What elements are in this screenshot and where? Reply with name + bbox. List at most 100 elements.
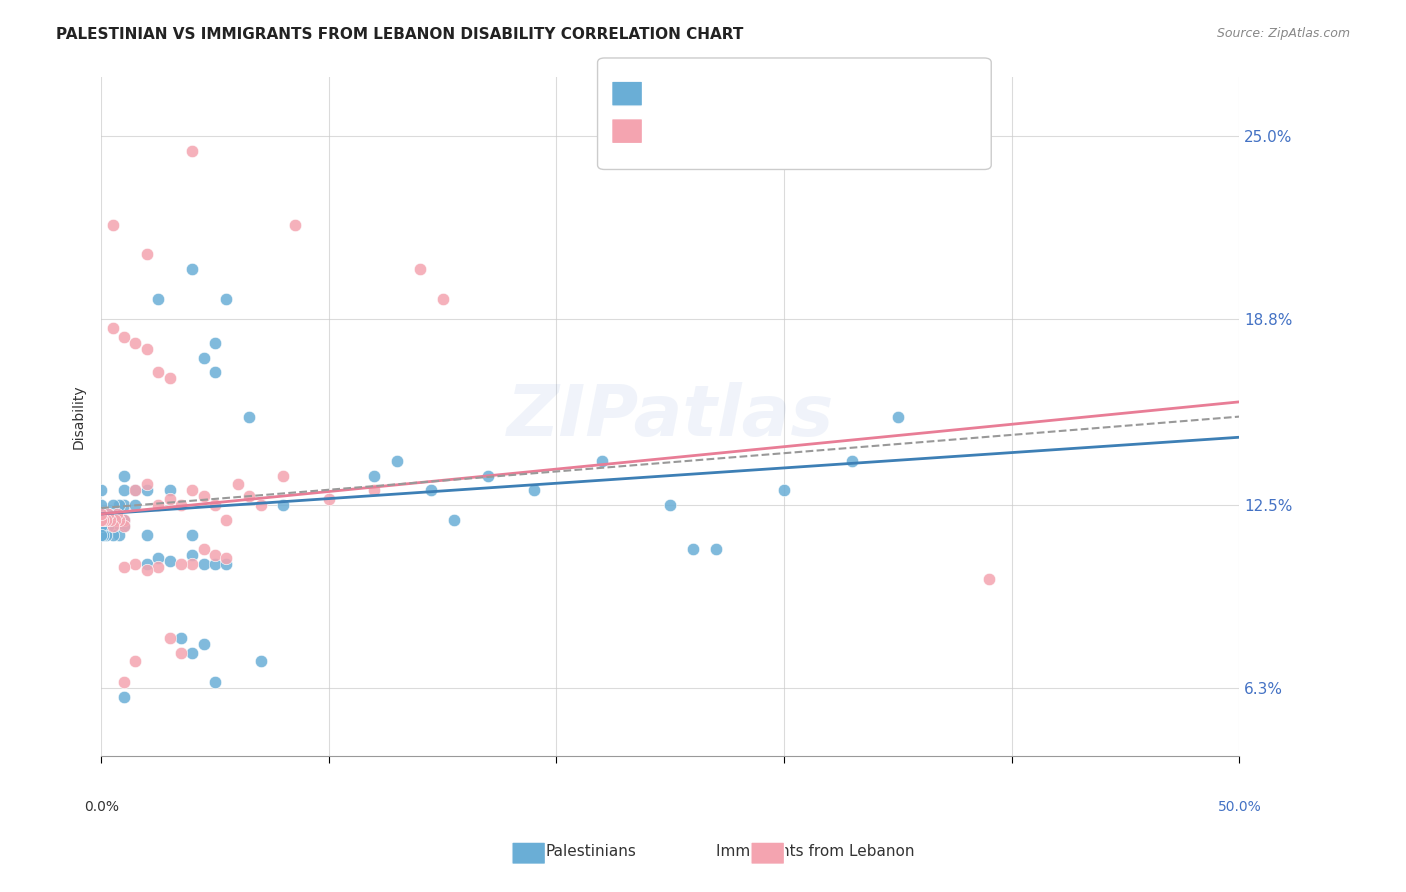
Point bbox=[181, 527, 204, 541]
Y-axis label: Disability: Disability bbox=[72, 384, 86, 449]
Point bbox=[124, 557, 146, 571]
Point bbox=[159, 371, 181, 385]
Point bbox=[135, 247, 157, 261]
Point bbox=[193, 637, 215, 651]
Point bbox=[215, 292, 238, 306]
Point bbox=[94, 513, 117, 527]
Point bbox=[101, 527, 124, 541]
Point bbox=[112, 513, 135, 527]
Point bbox=[284, 218, 307, 232]
Point bbox=[204, 335, 226, 350]
Point bbox=[887, 409, 910, 424]
Point bbox=[93, 518, 115, 533]
Point bbox=[273, 468, 295, 483]
Point bbox=[124, 654, 146, 668]
Point bbox=[204, 498, 226, 512]
Point bbox=[112, 560, 135, 574]
Point bbox=[591, 454, 613, 468]
Point bbox=[90, 507, 112, 521]
Point bbox=[146, 498, 169, 512]
Point bbox=[124, 498, 146, 512]
Point bbox=[385, 454, 408, 468]
Point bbox=[181, 144, 204, 158]
Point bbox=[363, 483, 385, 498]
Point bbox=[108, 513, 131, 527]
Point bbox=[146, 365, 169, 379]
Point bbox=[215, 513, 238, 527]
Point bbox=[135, 557, 157, 571]
Point bbox=[238, 489, 260, 503]
Point bbox=[112, 518, 135, 533]
Point bbox=[193, 557, 215, 571]
Point bbox=[97, 518, 120, 533]
Point bbox=[193, 351, 215, 365]
Point bbox=[101, 498, 124, 512]
Point bbox=[477, 468, 499, 483]
Point bbox=[420, 483, 443, 498]
Point bbox=[409, 262, 432, 277]
Text: 50.0%: 50.0% bbox=[1218, 800, 1261, 814]
Point bbox=[181, 557, 204, 571]
Point bbox=[181, 646, 204, 660]
Point bbox=[97, 507, 120, 521]
Point bbox=[94, 513, 117, 527]
Point bbox=[215, 551, 238, 566]
Point bbox=[101, 513, 124, 527]
Point bbox=[204, 675, 226, 690]
Text: Palestinians: Palestinians bbox=[546, 845, 636, 859]
Point bbox=[523, 483, 546, 498]
Point bbox=[249, 498, 271, 512]
Point bbox=[146, 560, 169, 574]
Point bbox=[101, 518, 124, 533]
Point bbox=[226, 477, 249, 491]
Point bbox=[159, 492, 181, 507]
Point bbox=[443, 513, 465, 527]
Text: R = 0.098: R = 0.098 bbox=[626, 123, 716, 141]
Point bbox=[90, 527, 112, 541]
Point bbox=[841, 454, 863, 468]
Point bbox=[90, 483, 112, 498]
Point bbox=[101, 321, 124, 335]
Point bbox=[90, 513, 112, 527]
Point bbox=[112, 468, 135, 483]
Point bbox=[101, 518, 124, 533]
Point bbox=[112, 690, 135, 704]
Point bbox=[135, 563, 157, 577]
Point bbox=[204, 557, 226, 571]
Point bbox=[135, 527, 157, 541]
Point bbox=[108, 513, 131, 527]
Point bbox=[249, 654, 271, 668]
Point bbox=[181, 548, 204, 562]
Text: 0.0%: 0.0% bbox=[84, 800, 118, 814]
Point bbox=[135, 342, 157, 356]
Point bbox=[773, 483, 796, 498]
Point bbox=[97, 507, 120, 521]
Point bbox=[97, 513, 120, 527]
Point bbox=[170, 498, 193, 512]
Text: R = 0.050: R = 0.050 bbox=[626, 85, 716, 103]
Point bbox=[112, 513, 135, 527]
Point bbox=[159, 483, 181, 498]
Point bbox=[146, 551, 169, 566]
Point bbox=[93, 513, 115, 527]
Text: N = 53: N = 53 bbox=[752, 123, 814, 141]
Point bbox=[181, 483, 204, 498]
Point bbox=[977, 572, 1000, 586]
Point bbox=[112, 330, 135, 344]
Text: ZIPatlas: ZIPatlas bbox=[506, 382, 834, 451]
Text: Immigrants from Lebanon: Immigrants from Lebanon bbox=[716, 845, 915, 859]
Point bbox=[124, 483, 146, 498]
Point bbox=[112, 518, 135, 533]
Point bbox=[105, 507, 128, 521]
Point bbox=[90, 513, 112, 527]
Text: N = 66: N = 66 bbox=[752, 85, 814, 103]
Point bbox=[124, 483, 146, 498]
Point bbox=[159, 554, 181, 568]
Point bbox=[112, 498, 135, 512]
Point bbox=[105, 513, 128, 527]
Point bbox=[193, 489, 215, 503]
Point bbox=[93, 527, 115, 541]
Point bbox=[204, 548, 226, 562]
Point bbox=[204, 365, 226, 379]
Point bbox=[90, 498, 112, 512]
